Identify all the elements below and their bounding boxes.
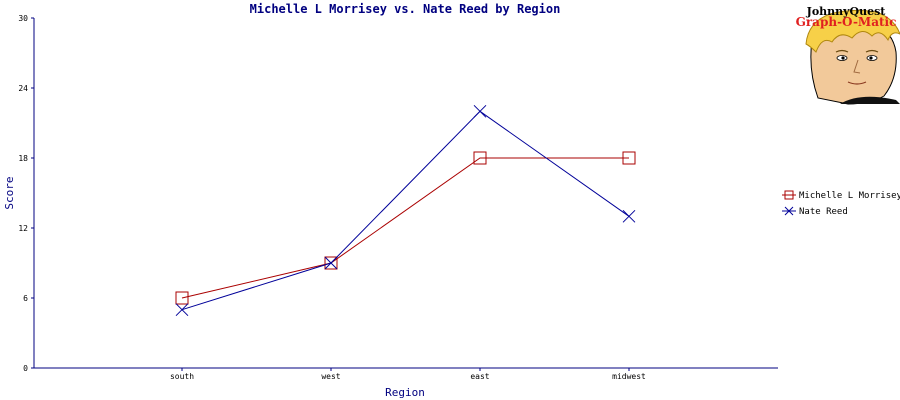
- legend-x-marker: [784, 206, 794, 216]
- data-point: [175, 291, 189, 305]
- boy-face-icon: [805, 9, 900, 105]
- x-tick-label: midwest: [612, 372, 646, 381]
- chart-title: Michelle L Morrisey vs. Nate Reed by Reg…: [250, 2, 561, 16]
- legend: Michelle L Morrisey Nate Reed: [782, 190, 900, 217]
- y-tick-label: 18: [18, 154, 28, 163]
- legend-item: Michelle L Morrisey: [782, 190, 900, 201]
- legend-label: Michelle L Morrisey: [799, 191, 900, 201]
- y-tick-label: 0: [23, 364, 28, 373]
- y-ticks: 0 6 12 18 24 30: [18, 14, 34, 373]
- series-layer: [175, 104, 636, 317]
- legend-square-marker: [784, 190, 794, 200]
- series-2: [175, 104, 636, 317]
- data-point: [324, 256, 338, 270]
- series-line: [181, 157, 629, 299]
- data-point: [473, 104, 487, 118]
- y-tick-label: 24: [18, 84, 28, 93]
- x-tick-label: east: [470, 372, 489, 381]
- y-tick-label: 30: [18, 14, 28, 23]
- data-point: [324, 256, 338, 270]
- legend-item: Nate Reed: [782, 206, 848, 217]
- logo-line1: JohnnyQuest: [806, 5, 887, 18]
- y-tick-label: 6: [23, 294, 28, 303]
- x-axis-label: Region: [385, 386, 425, 399]
- data-point: [175, 303, 189, 317]
- legend-label: Nate Reed: [799, 207, 848, 217]
- data-point: [622, 209, 636, 223]
- data-point: [622, 151, 636, 165]
- graph-o-matic-logo: JohnnyQuest Graph-O-Matic: [796, 5, 900, 105]
- logo-line2: Graph-O-Matic: [796, 15, 897, 29]
- x-tick-label: south: [170, 372, 194, 381]
- x-ticks: south west east midwest: [170, 368, 646, 381]
- y-tick-label: 12: [18, 224, 28, 233]
- data-point: [473, 151, 487, 165]
- series-line: [181, 110, 630, 311]
- x-tick-label: west: [321, 372, 340, 381]
- series-1: [175, 151, 636, 305]
- y-axis-label: Score: [3, 176, 16, 209]
